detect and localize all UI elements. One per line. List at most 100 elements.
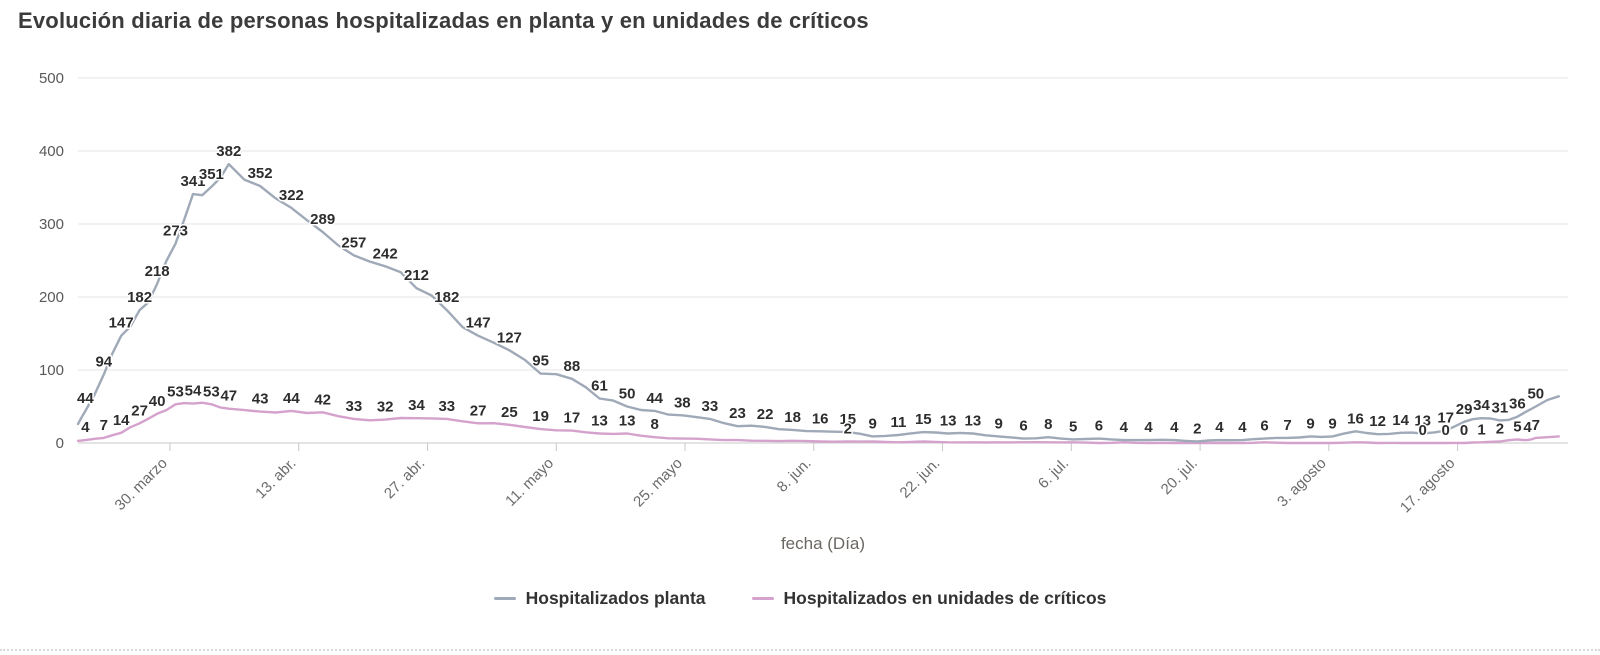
svg-text:6: 6 [1019, 418, 1027, 435]
svg-text:25. mayo: 25. mayo [630, 455, 686, 511]
svg-text:2: 2 [844, 421, 852, 438]
svg-text:7: 7 [1283, 417, 1291, 434]
svg-text:33: 33 [438, 398, 455, 415]
svg-text:34: 34 [1473, 397, 1490, 414]
legend-label-criticos: Hospitalizados en unidades de críticos [783, 588, 1107, 608]
chart-legend: Hospitalizados planta Hospitalizados en … [0, 588, 1600, 609]
svg-text:47: 47 [220, 388, 237, 405]
svg-text:3. agosto: 3. agosto [1274, 455, 1330, 511]
svg-text:44: 44 [646, 390, 663, 407]
svg-text:50: 50 [1527, 386, 1544, 403]
legend-item-planta[interactable]: Hospitalizados planta [493, 588, 706, 609]
svg-text:0: 0 [1442, 422, 1450, 439]
svg-text:13: 13 [940, 413, 957, 430]
svg-text:289: 289 [310, 211, 335, 228]
svg-text:30. marzo: 30. marzo [112, 455, 171, 514]
svg-text:4: 4 [1215, 419, 1224, 436]
svg-text:11: 11 [890, 414, 906, 431]
svg-text:38: 38 [674, 394, 691, 411]
svg-text:15: 15 [839, 411, 856, 428]
svg-text:50: 50 [619, 386, 636, 403]
svg-text:9: 9 [1306, 415, 1314, 432]
svg-text:147: 147 [109, 315, 134, 332]
legend-item-criticos[interactable]: Hospitalizados en unidades de críticos [751, 588, 1107, 609]
svg-text:19: 19 [532, 408, 549, 425]
svg-text:94: 94 [95, 353, 112, 370]
svg-text:2: 2 [1496, 421, 1504, 438]
svg-text:0: 0 [1419, 422, 1427, 439]
svg-text:23: 23 [729, 405, 746, 422]
svg-text:257: 257 [341, 234, 366, 251]
svg-text:4: 4 [1238, 419, 1247, 436]
svg-text:182: 182 [434, 289, 459, 306]
svg-text:1: 1 [1477, 421, 1485, 438]
chart-title: Evolución diaria de personas hospitaliza… [18, 8, 869, 33]
svg-text:27: 27 [470, 402, 487, 419]
svg-text:17: 17 [564, 410, 581, 427]
svg-text:17. agosto: 17. agosto [1397, 455, 1459, 517]
svg-text:54: 54 [185, 383, 202, 400]
svg-text:14: 14 [1392, 412, 1409, 429]
svg-text:13: 13 [619, 413, 636, 430]
svg-text:18: 18 [784, 409, 801, 426]
svg-text:15: 15 [915, 411, 932, 428]
svg-text:182: 182 [127, 289, 152, 306]
svg-text:100: 100 [39, 362, 64, 379]
svg-text:351: 351 [199, 166, 224, 183]
svg-text:0: 0 [1460, 422, 1468, 439]
svg-text:16: 16 [1347, 410, 1364, 427]
svg-text:95: 95 [532, 353, 549, 370]
svg-text:13: 13 [591, 413, 608, 430]
legend-marker-planta [493, 597, 516, 600]
svg-text:53: 53 [203, 383, 220, 400]
svg-text:22: 22 [757, 406, 774, 423]
svg-text:12: 12 [1369, 413, 1386, 430]
svg-text:43: 43 [252, 391, 269, 408]
svg-text:13. abr.: 13. abr. [252, 455, 299, 502]
svg-text:5: 5 [1069, 418, 1077, 435]
svg-text:322: 322 [279, 187, 304, 204]
svg-text:14: 14 [113, 412, 130, 429]
svg-text:17: 17 [1437, 410, 1454, 427]
svg-text:147: 147 [466, 315, 491, 332]
svg-text:273: 273 [163, 223, 188, 240]
svg-text:7: 7 [100, 417, 108, 434]
legend-marker-criticos [751, 597, 774, 600]
svg-text:44: 44 [283, 390, 300, 407]
svg-text:20. jul.: 20. jul. [1158, 455, 1201, 498]
svg-text:33: 33 [702, 398, 719, 415]
svg-text:9: 9 [995, 415, 1003, 432]
svg-text:400: 400 [39, 143, 64, 160]
svg-text:32: 32 [377, 399, 394, 416]
svg-text:34: 34 [408, 397, 425, 414]
svg-text:31: 31 [1492, 399, 1509, 416]
legend-label-planta: Hospitalizados planta [525, 588, 706, 608]
svg-text:88: 88 [564, 358, 581, 375]
svg-text:200: 200 [39, 289, 64, 306]
svg-text:341: 341 [180, 173, 205, 190]
svg-text:27: 27 [131, 402, 148, 419]
svg-text:6: 6 [1260, 418, 1268, 435]
svg-text:4: 4 [81, 419, 90, 436]
bottom-divider [0, 649, 1600, 651]
svg-text:4: 4 [1170, 419, 1179, 436]
svg-text:300: 300 [39, 216, 64, 233]
svg-text:29: 29 [1456, 401, 1473, 418]
svg-text:2: 2 [1193, 421, 1201, 438]
svg-text:33: 33 [346, 398, 363, 415]
svg-text:40: 40 [149, 393, 166, 410]
svg-text:8: 8 [651, 416, 659, 433]
svg-text:22. jun.: 22. jun. [897, 455, 944, 502]
svg-text:9: 9 [1328, 415, 1336, 432]
svg-text:218: 218 [145, 263, 170, 280]
svg-text:242: 242 [373, 245, 398, 262]
svg-text:53: 53 [167, 383, 184, 400]
svg-text:7: 7 [1532, 417, 1540, 434]
svg-text:36: 36 [1509, 396, 1526, 413]
svg-text:212: 212 [404, 267, 429, 284]
svg-text:42: 42 [314, 391, 331, 408]
x-axis-title: fecha (Día) [780, 534, 866, 553]
svg-text:16: 16 [812, 410, 829, 427]
svg-text:9: 9 [869, 415, 877, 432]
